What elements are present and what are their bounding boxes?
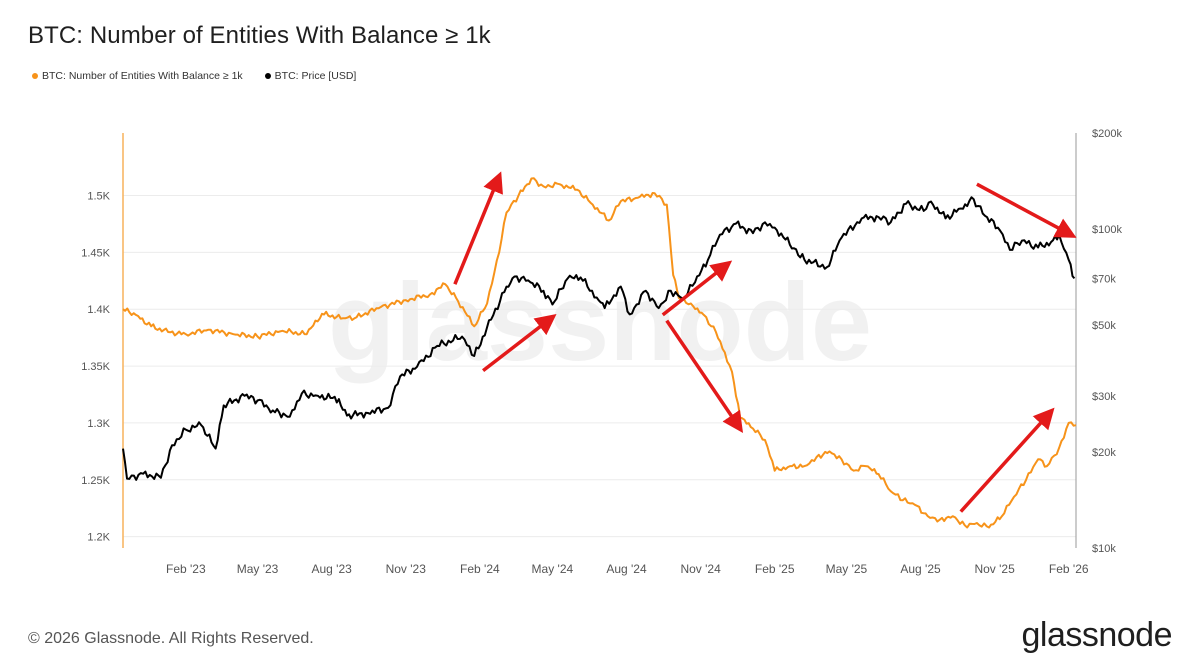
y-left-tick-label: 1.5K: [87, 191, 110, 203]
grid: [123, 195, 1076, 538]
glassnode-logo: glassnode: [1021, 616, 1172, 654]
watermark: glassnode: [328, 261, 872, 384]
annotations: [453, 171, 1077, 513]
annotation-arrow: [453, 171, 503, 285]
x-tick-label: May '23: [237, 562, 279, 576]
y-left-tick-label: 1.45K: [81, 247, 110, 259]
y-right-tick-label: $50k: [1092, 320, 1116, 332]
legend-swatch-entities: [32, 73, 38, 79]
x-tick-label: May '25: [826, 562, 868, 576]
x-tick-label: Feb '25: [755, 562, 795, 576]
y-right-tick-label: $20k: [1092, 447, 1116, 459]
x-tick-label: Nov '23: [386, 562, 427, 576]
y-left-tick-label: 1.4K: [87, 304, 110, 316]
y-left-tick-label: 1.2K: [87, 532, 110, 544]
x-tick-label: Feb '24: [460, 562, 500, 576]
annotation-arrow: [482, 313, 557, 373]
y-left-tick-label: 1.3K: [87, 418, 110, 430]
y-left-tick-label: 1.35K: [81, 361, 110, 373]
x-tick-label: Feb '26: [1049, 562, 1089, 576]
axes: 1.2K 1.25K 1.3K 1.35K 1.4K 1.45K 1.5K $10k $20k $…: [81, 128, 1122, 576]
chart-title: BTC: Number of Entities With Balance ≥ 1…: [28, 22, 491, 49]
y-right-tick-label: $10k: [1092, 543, 1116, 555]
x-tick-label: Nov '24: [680, 562, 721, 576]
legend-label-price: BTC: Price [USD]: [274, 70, 357, 82]
series-layer: [122, 177, 1077, 529]
legend-swatch-price: [264, 73, 271, 79]
y-left-tick-label: 1.25K: [81, 475, 110, 487]
series-line-price: [122, 196, 1076, 481]
x-tick-label: Aug '24: [606, 562, 647, 576]
annotation-arrow: [665, 319, 744, 433]
series-line-entities: [122, 177, 1077, 529]
y-right-tick-label: $30k: [1092, 391, 1116, 403]
copyright-text: © 2026 Glassnode. All Rights Reserved.: [28, 630, 314, 647]
annotation-arrow: [976, 182, 1077, 238]
y-right-tick-label: $200k: [1092, 128, 1122, 140]
legend: BTC: Number of Entities With Balance ≥ 1…: [32, 70, 356, 82]
annotation-arrow: [661, 260, 733, 317]
annotation-arrow: [959, 407, 1055, 513]
legend-label-entities: BTC: Number of Entities With Balance ≥ 1…: [42, 70, 243, 82]
x-tick-label: Nov '25: [974, 562, 1015, 576]
x-tick-label: Aug '23: [311, 562, 352, 576]
y-right-tick-label: $100k: [1092, 224, 1122, 236]
legend-item-price[interactable]: BTC: Price [USD]: [264, 70, 357, 82]
legend-item-entities[interactable]: BTC: Number of Entities With Balance ≥ 1…: [32, 70, 243, 82]
x-tick-label: Feb '23: [166, 562, 206, 576]
x-tick-label: May '24: [532, 562, 574, 576]
y-right-tick-label: $70k: [1092, 273, 1116, 285]
x-tick-label: Aug '25: [900, 562, 941, 576]
